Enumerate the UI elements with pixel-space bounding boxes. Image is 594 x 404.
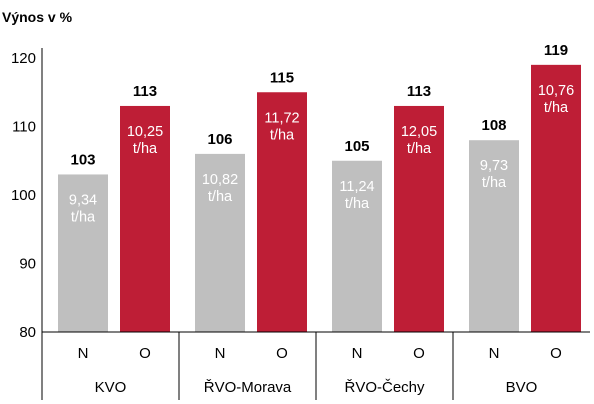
bar-value-label: 106	[207, 131, 232, 148]
bar-value-label: 113	[407, 83, 431, 100]
x-group-label: KVO	[95, 379, 127, 396]
y-tick-label: 120	[11, 50, 36, 67]
bar	[195, 153, 245, 332]
bar-inner-unit: t/ha	[270, 127, 295, 143]
x-category-label: N	[78, 345, 89, 362]
bar-inner-unit: t/ha	[208, 189, 233, 205]
bar-value-label: 103	[70, 151, 95, 168]
bar-value-label: 119	[544, 42, 568, 59]
bar-inner-value: 11,72	[264, 110, 299, 126]
bars: 1039,34t/ha11310,25t/ha10610,82t/ha11511…	[58, 42, 581, 332]
bar-inner-value: 10,25	[127, 124, 163, 140]
x-group-label: ŘVO-Čechy	[344, 379, 425, 396]
bar	[120, 105, 170, 332]
bar	[531, 64, 581, 332]
bar-inner-unit: t/ha	[544, 100, 569, 116]
x-category-label: O	[139, 345, 151, 362]
bar-value-label: 108	[481, 117, 506, 134]
x-category-label: O	[276, 345, 288, 362]
bar-inner-value: 9,73	[480, 158, 508, 174]
x-category-labels: N O KVO N O ŘVO-Morava N O ŘVO-Čechy N O BVO	[78, 345, 562, 396]
bar-inner-unit: t/ha	[133, 141, 158, 157]
x-category-label: N	[489, 345, 500, 362]
y-tick-label: 100	[11, 187, 36, 204]
x-category-label: O	[550, 345, 562, 362]
bar-value-label: 105	[344, 138, 369, 155]
bar-inner-value: 11,24	[339, 179, 374, 195]
bar-inner-unit: t/ha	[407, 141, 432, 157]
y-axis-title: Výnos v %	[2, 9, 73, 25]
bar	[469, 140, 519, 332]
bar-inner-value: 10,76	[538, 83, 574, 99]
x-group-label: ŘVO-Morava	[204, 379, 292, 396]
x-category-label: O	[413, 345, 425, 362]
bar	[58, 174, 108, 332]
bar-inner-unit: t/ha	[482, 175, 507, 191]
bar-inner-value: 9,34	[69, 192, 97, 208]
x-category-label: N	[352, 345, 363, 362]
bar	[257, 92, 307, 332]
bar-value-label: 113	[133, 83, 157, 100]
bar	[394, 105, 444, 332]
bar	[332, 160, 382, 332]
bar-inner-value: 10,82	[202, 172, 238, 188]
axes	[41, 48, 590, 400]
y-tick-label: 110	[12, 119, 36, 136]
bar-inner-value: 12,05	[401, 124, 437, 140]
bar-inner-unit: t/ha	[345, 196, 370, 212]
y-tick-label: 80	[19, 324, 36, 341]
x-category-label: N	[215, 345, 226, 362]
bar-value-label: 115	[270, 69, 294, 86]
y-tick-labels: 80 90 100 110 120	[11, 50, 36, 341]
y-tick-label: 90	[19, 256, 36, 273]
bar-inner-unit: t/ha	[71, 209, 96, 225]
x-group-label: BVO	[506, 379, 538, 396]
